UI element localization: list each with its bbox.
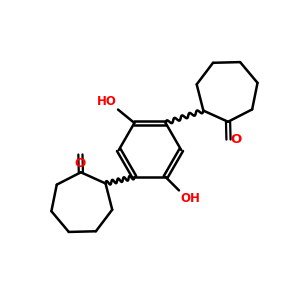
Text: OH: OH — [181, 192, 200, 205]
Text: O: O — [230, 133, 241, 146]
Text: O: O — [75, 158, 86, 170]
Text: HO: HO — [97, 95, 117, 108]
